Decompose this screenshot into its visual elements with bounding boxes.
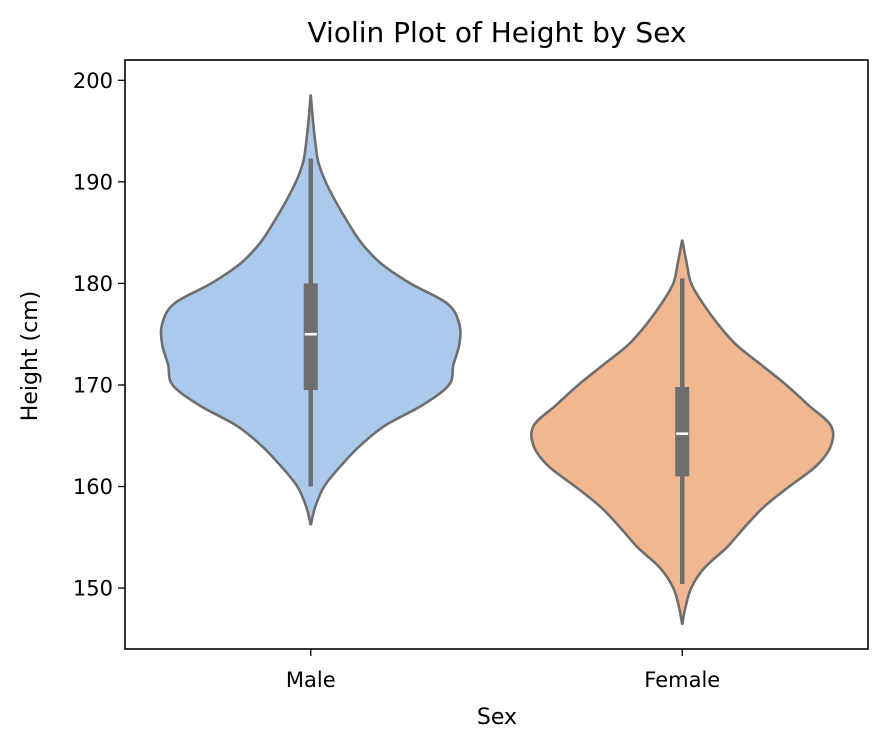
plot-area (159, 94, 835, 625)
y-tick-label: 170 (73, 373, 113, 397)
x-tick-label: Female (644, 668, 720, 692)
violin-female (530, 239, 835, 625)
y-axis-ticks: 150 160 170 180 190 200 (73, 69, 125, 601)
y-axis-label: Height (cm) (18, 291, 43, 421)
x-axis-ticks: Male Female (286, 649, 720, 692)
y-tick-label: 190 (73, 170, 113, 194)
iqr-box (675, 386, 690, 477)
y-tick-label: 160 (73, 475, 113, 499)
plot-frame (124, 59, 869, 650)
y-tick-label: 200 (73, 69, 113, 93)
y-tick-label: 150 (73, 577, 113, 601)
y-tick-label: 180 (73, 272, 113, 296)
violin-male (159, 94, 462, 526)
iqr-box (303, 283, 318, 391)
chart-title: Violin Plot of Height by Sex (308, 16, 687, 49)
x-tick-label: Male (286, 668, 336, 692)
x-axis-label: Sex (477, 705, 517, 730)
